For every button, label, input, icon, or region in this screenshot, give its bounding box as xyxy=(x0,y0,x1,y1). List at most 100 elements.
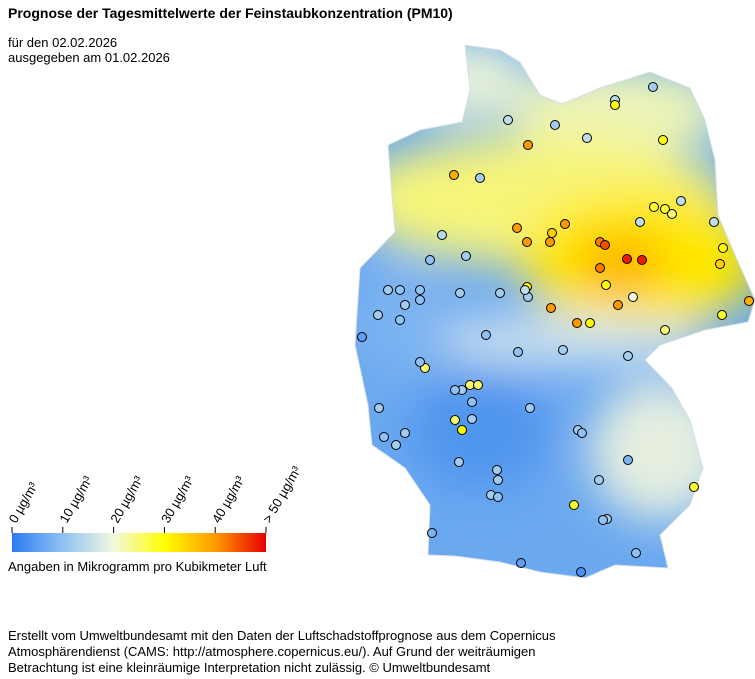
station xyxy=(628,292,638,302)
station xyxy=(450,415,460,425)
station xyxy=(718,243,728,253)
station xyxy=(425,255,435,265)
station xyxy=(637,255,647,265)
footer-line: Atmosphärendienst (CAMS: http://atmosphe… xyxy=(8,644,535,659)
station xyxy=(598,515,608,525)
station xyxy=(493,492,503,502)
station xyxy=(522,237,532,247)
station xyxy=(546,303,556,313)
station xyxy=(658,135,668,145)
station xyxy=(715,259,725,269)
station xyxy=(415,295,425,305)
station xyxy=(572,318,582,328)
station xyxy=(373,310,383,320)
map-fill xyxy=(355,45,755,578)
station xyxy=(516,558,526,568)
station xyxy=(383,285,393,295)
station xyxy=(622,254,632,264)
station xyxy=(455,288,465,298)
station xyxy=(577,428,587,438)
footer-line: Erstellt vom Umweltbundesamt mit den Dat… xyxy=(8,628,556,643)
station xyxy=(400,300,410,310)
footer-line: Betrachtung ist eine kleinräumige Interp… xyxy=(8,660,491,675)
station xyxy=(601,280,611,290)
station xyxy=(395,315,405,325)
station xyxy=(473,380,483,390)
station xyxy=(492,465,502,475)
tick-label: > 50 µg/m³ xyxy=(260,463,305,525)
station xyxy=(395,285,405,295)
station xyxy=(493,475,503,485)
legend-caption: Angaben in Mikrogramm pro Kubikmeter Luf… xyxy=(8,559,267,574)
station xyxy=(550,120,560,130)
station xyxy=(520,285,530,295)
station xyxy=(427,528,437,538)
station xyxy=(649,202,659,212)
station xyxy=(576,567,586,577)
border xyxy=(354,44,755,579)
issued-line: ausgegeben am 01.02.2026 xyxy=(8,50,170,65)
stations xyxy=(357,82,754,577)
station xyxy=(689,482,699,492)
station xyxy=(582,133,592,143)
station xyxy=(503,115,513,125)
station xyxy=(648,82,658,92)
station xyxy=(467,397,477,407)
station xyxy=(560,219,570,229)
station xyxy=(512,223,522,233)
date-line: für den 02.02.2026 xyxy=(8,35,117,50)
station xyxy=(475,173,485,183)
station xyxy=(523,140,533,150)
station xyxy=(450,385,460,395)
station xyxy=(613,300,623,310)
station xyxy=(481,330,491,340)
station xyxy=(623,351,633,361)
station xyxy=(545,237,555,247)
tick-label: 20 µg/m³ xyxy=(107,473,146,526)
station xyxy=(374,403,384,413)
station xyxy=(457,425,467,435)
station xyxy=(569,500,579,510)
station xyxy=(400,428,410,438)
station xyxy=(660,325,670,335)
station xyxy=(449,170,459,180)
station xyxy=(717,310,727,320)
station xyxy=(558,345,568,355)
station xyxy=(525,403,535,413)
station xyxy=(415,285,425,295)
station xyxy=(513,347,523,357)
station xyxy=(600,240,610,250)
station xyxy=(454,457,464,467)
title: Prognose der Tagesmittelwerte der Feinst… xyxy=(8,5,453,21)
tick-label: 40 µg/m³ xyxy=(209,473,248,526)
station xyxy=(676,196,686,206)
station xyxy=(709,217,719,227)
station xyxy=(744,296,754,306)
legend: 0 µg/m³ 10 µg/m³ 20 µg/m³ 30 µg/m³ 40 µg/m³ >… xyxy=(6,463,305,533)
station xyxy=(594,475,604,485)
station xyxy=(437,230,447,240)
station xyxy=(379,432,389,442)
station xyxy=(391,440,401,450)
station xyxy=(585,318,595,328)
tick-label: 10 µg/m³ xyxy=(56,473,95,526)
station xyxy=(467,414,477,424)
station xyxy=(595,263,605,273)
station xyxy=(660,204,670,214)
station xyxy=(547,228,557,238)
station xyxy=(623,455,633,465)
station xyxy=(635,217,645,227)
station xyxy=(357,332,367,342)
station xyxy=(631,548,641,558)
station xyxy=(415,357,425,367)
tick-label: 0 µg/m³ xyxy=(6,479,41,525)
station xyxy=(461,251,471,261)
station xyxy=(610,100,620,110)
tick-label: 30 µg/m³ xyxy=(158,473,197,526)
station xyxy=(667,209,677,219)
colorbar xyxy=(12,533,266,552)
station xyxy=(495,288,505,298)
